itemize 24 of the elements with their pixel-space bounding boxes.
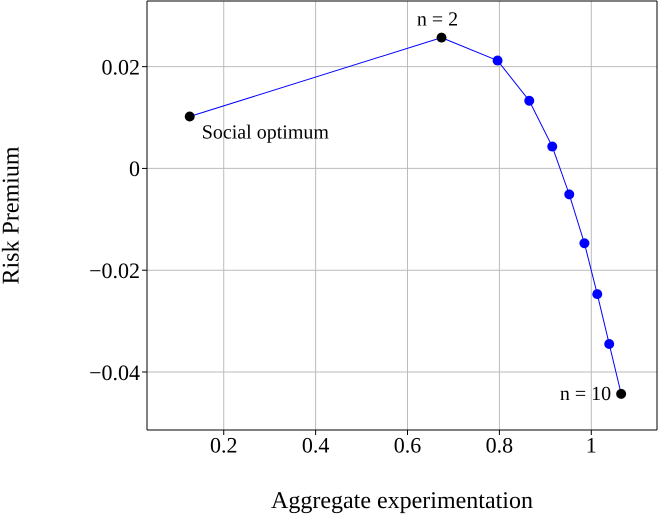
- x-tick-label: 0.2: [210, 432, 238, 458]
- point: [547, 142, 558, 152]
- point: [524, 96, 534, 106]
- x-axis-title: Aggregate experimentation: [271, 488, 533, 514]
- x-tick-label: 0.8: [486, 432, 514, 458]
- point: [184, 112, 195, 122]
- point: [592, 289, 602, 300]
- x-tick-label: 0.6: [394, 432, 422, 458]
- y-axis-title: Risk Premium: [0, 146, 25, 285]
- x-tick-label: 1: [586, 432, 597, 458]
- point: [579, 238, 590, 248]
- annotation: n = 10: [560, 382, 612, 405]
- point: [492, 56, 503, 66]
- annotation: Social optimum: [202, 122, 330, 144]
- y-tick-label: −0.04: [89, 360, 140, 385]
- annotation: n = 2: [416, 8, 458, 31]
- point: [436, 32, 447, 43]
- y-tick-label: −0.02: [89, 258, 140, 284]
- point: [564, 189, 574, 200]
- point: [604, 338, 614, 349]
- y-tick-label: 0: [129, 156, 140, 182]
- y-tick-label: 0.02: [102, 54, 140, 80]
- point: [616, 388, 626, 399]
- x-tick-label: 0.4: [302, 432, 330, 458]
